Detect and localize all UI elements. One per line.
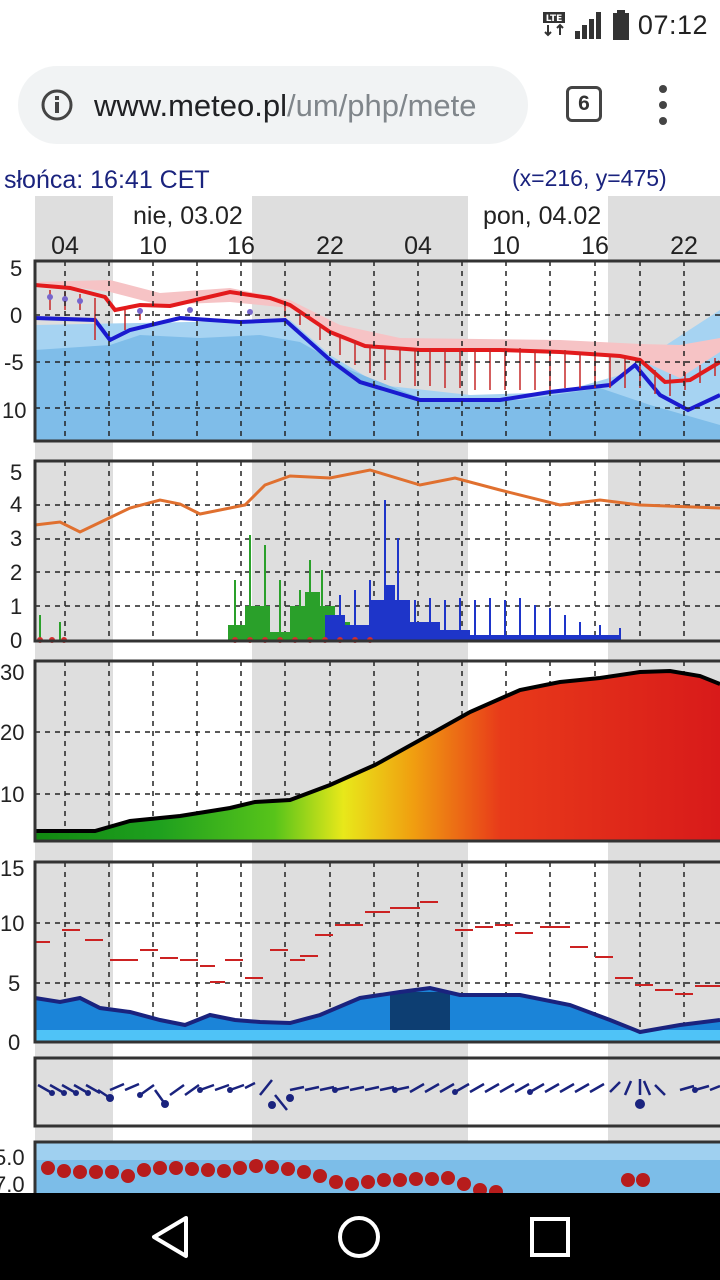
recents-button[interactable] xyxy=(490,1193,610,1280)
temp-tick: 0 xyxy=(10,303,22,328)
cloud-tick: 30 xyxy=(0,660,24,685)
hour-label: 16 xyxy=(581,232,609,260)
tab-switcher-button[interactable]: 6 xyxy=(566,86,602,122)
hour-label: 10 xyxy=(492,232,520,260)
hour-label: 22 xyxy=(316,232,344,260)
wind-tick: 10 xyxy=(0,911,24,936)
status-bar: LTE 07:12 xyxy=(0,0,720,50)
cloud-tick: 10 xyxy=(0,782,24,807)
hour-label: 22 xyxy=(670,232,698,260)
precip-tick: 2 xyxy=(10,560,22,585)
url-path: /um/php/mete xyxy=(286,88,477,123)
wind-tick: 15 xyxy=(0,856,24,881)
back-icon xyxy=(152,1215,188,1258)
cloud-line xyxy=(35,668,720,833)
pressure-tick: 5.0 xyxy=(0,1145,25,1170)
tab-count: 6 xyxy=(578,92,590,115)
pressure-panel: 5.0 7.0 xyxy=(0,1140,720,1193)
cursor-coords: (x=216, y=475) xyxy=(512,165,667,191)
day-label-2: pon, 04.02 xyxy=(483,202,601,230)
info-icon[interactable] xyxy=(40,88,74,122)
meteogram[interactable]: słońca: 16:41 CET (x=216, y=475) nie, 03… xyxy=(0,160,720,1193)
precip-tick: 1 xyxy=(10,594,22,619)
url-host: www.meteo.pl xyxy=(94,88,287,123)
page-content[interactable]: słońca: 16:41 CET (x=216, y=475) nie, 03… xyxy=(0,160,720,1193)
home-button[interactable] xyxy=(299,1193,419,1280)
temp-tick: 5 xyxy=(10,256,22,281)
hour-label: 04 xyxy=(404,232,432,260)
battery-icon xyxy=(612,10,629,40)
menu-icon[interactable] xyxy=(650,80,678,130)
hour-label: 10 xyxy=(139,232,167,260)
wind-direction-panel xyxy=(33,1056,720,1128)
precipitation-panel: 5 4 3 2 1 0 xyxy=(10,459,720,653)
svg-text:LTE: LTE xyxy=(546,14,563,24)
wind-tick: 0 xyxy=(8,1030,20,1055)
address-bar[interactable]: www.meteo.pl/um/php/mete xyxy=(18,66,528,144)
snow-level-line xyxy=(34,468,720,534)
temp-tick: 10 xyxy=(2,398,26,423)
day-label-1: nie, 03.02 xyxy=(133,202,243,230)
precip-tick: 0 xyxy=(10,628,22,653)
url-text[interactable]: www.meteo.pl/um/php/mete xyxy=(94,88,512,124)
navigation-bar xyxy=(0,1193,720,1280)
dewpoint-line xyxy=(34,315,720,413)
temperature-panel: 5 0 -5 10 xyxy=(2,256,720,443)
precip-tick: 4 xyxy=(10,492,22,517)
precip-tick: 3 xyxy=(10,526,22,551)
hour-label: 04 xyxy=(51,232,79,260)
wind-mean-line xyxy=(34,985,720,1035)
precip-tick: 5 xyxy=(10,460,22,485)
lte-icon: LTE xyxy=(542,12,565,37)
pressure-tick: 7.0 xyxy=(0,1172,25,1193)
browser-toolbar: www.meteo.pl/um/php/mete 6 xyxy=(0,50,720,160)
clock: 07:12 xyxy=(637,9,708,40)
back-button[interactable] xyxy=(110,1193,230,1280)
cloud-panel: 30 20 10 xyxy=(0,659,720,843)
wind-speed-panel: 15 10 5 0 xyxy=(0,856,720,1055)
temp-tick: -5 xyxy=(4,350,24,375)
recents-icon xyxy=(530,1216,570,1257)
hour-label: 16 xyxy=(227,232,255,260)
signal-icon xyxy=(574,12,601,39)
hour-labels: 04 10 16 22 04 10 16 22 xyxy=(51,232,698,260)
home-icon xyxy=(338,1215,380,1258)
cloud-tick: 20 xyxy=(0,720,24,745)
sunset-label: słońca: 16:41 CET xyxy=(4,166,210,194)
wind-tick: 5 xyxy=(8,971,20,996)
